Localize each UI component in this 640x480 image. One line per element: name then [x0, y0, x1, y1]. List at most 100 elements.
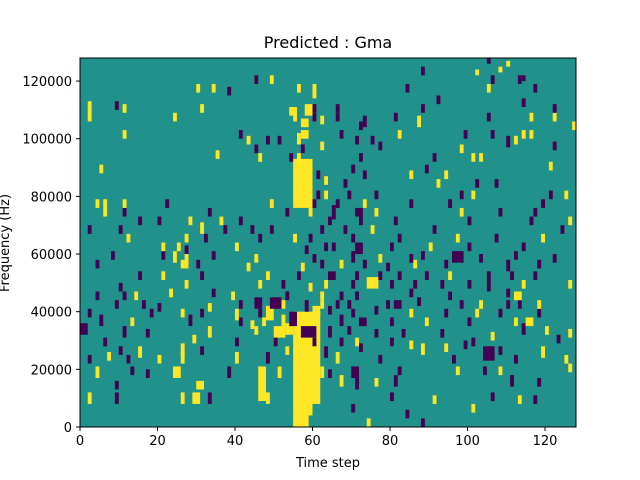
heatmap-cell	[297, 153, 301, 162]
heatmap-cell	[300, 118, 309, 128]
heatmap-cell	[339, 291, 344, 301]
heatmap-cell	[479, 254, 484, 263]
heatmap-cell	[467, 216, 472, 226]
heatmap-cell	[455, 366, 460, 376]
heatmap-cell	[335, 112, 340, 122]
heatmap-cell	[362, 259, 367, 269]
heatmap-cell	[514, 251, 518, 260]
heatmap-cell	[568, 363, 573, 373]
heatmap-cell	[455, 233, 460, 243]
heatmap-cell	[246, 135, 251, 145]
heatmap-cell	[254, 254, 259, 263]
heatmap-cell	[266, 135, 270, 145]
heatmap-cell	[130, 366, 135, 376]
heatmap-cell	[285, 346, 290, 355]
heatmap-cell	[238, 300, 243, 309]
heatmap-cell	[157, 216, 162, 226]
heatmap-cell	[161, 271, 166, 280]
heatmap-cell	[331, 242, 336, 252]
heatmap-cell	[145, 328, 150, 338]
y-tick-label: 120000	[22, 75, 72, 90]
y-axis-label: Frequency (Hz)	[0, 194, 13, 292]
heatmap-cell	[545, 326, 549, 335]
heatmap-cell	[262, 317, 267, 327]
heatmap-cell	[335, 104, 340, 113]
heatmap-cell	[312, 337, 317, 347]
heatmap-cell	[145, 369, 150, 378]
heatmap-cell	[498, 366, 503, 376]
heatmap-cell	[390, 242, 394, 252]
heatmap-cell	[196, 83, 201, 93]
heatmap-cell	[421, 418, 425, 427]
heatmap-cell	[95, 199, 100, 208]
chart-title: Predicted : Gma	[264, 33, 392, 52]
heatmap-cell	[269, 75, 274, 84]
heatmap-cell	[312, 199, 317, 208]
heatmap-cell	[328, 271, 336, 280]
x-tick-label: 100	[455, 434, 480, 449]
heatmap-cell	[432, 153, 437, 162]
heatmap-cell	[521, 130, 526, 139]
heatmap-cell	[533, 395, 538, 404]
heatmap-cell	[312, 112, 317, 122]
heatmap-cell	[359, 343, 363, 353]
heatmap-cell	[424, 164, 429, 174]
heatmap-cell	[351, 233, 356, 243]
heatmap-cell	[331, 205, 336, 220]
heatmap-cell	[374, 207, 379, 217]
y-tick-label: 20000	[31, 363, 72, 378]
heatmap-cell	[95, 366, 100, 378]
heatmap-cell	[339, 375, 344, 387]
heatmap-cell	[316, 190, 321, 200]
heatmap-cell	[335, 352, 340, 364]
heatmap-cell	[417, 115, 422, 128]
heatmap-cell	[541, 233, 546, 243]
heatmap-cell	[246, 262, 251, 272]
heatmap-cell	[366, 418, 371, 427]
heatmap-cell	[448, 291, 453, 301]
heatmap-cell	[188, 314, 193, 327]
heatmap-cell	[444, 308, 449, 318]
heatmap-cell	[297, 132, 301, 145]
heatmap-cell	[362, 115, 367, 128]
heatmap-cell	[204, 233, 208, 243]
heatmap-cell	[390, 279, 394, 289]
heatmap-cell	[80, 323, 88, 335]
heatmap-cell	[355, 337, 360, 347]
heatmap-cell	[312, 104, 317, 113]
heatmap-cell	[114, 392, 119, 404]
heatmap-cell	[494, 233, 499, 243]
heatmap-cell	[254, 75, 259, 84]
heatmap-cell	[273, 326, 286, 338]
heatmap-cell	[413, 259, 418, 269]
heatmap-cell	[184, 251, 189, 263]
heatmap-cell	[215, 150, 220, 159]
heatmap-cell	[564, 354, 569, 364]
heatmap-cell	[258, 153, 263, 162]
heatmap-cell	[467, 242, 472, 252]
heatmap-cell	[514, 291, 522, 301]
heatmap-cell	[293, 311, 313, 416]
heatmap-cell	[533, 83, 538, 93]
heatmap-cell	[440, 279, 445, 289]
heatmap-cell	[173, 251, 177, 263]
heatmap-cell	[297, 83, 301, 93]
heatmap-cell	[118, 346, 123, 355]
heatmap-cell	[134, 291, 139, 301]
heatmap-cell	[506, 135, 511, 148]
heatmap-cell	[359, 216, 363, 226]
heatmap-cell	[529, 130, 534, 139]
heatmap-cell	[370, 225, 375, 234]
heatmap-cell	[351, 366, 359, 378]
heatmap-cell	[475, 308, 480, 318]
heatmap-cell	[87, 308, 92, 318]
heatmap-cell	[173, 366, 181, 378]
heatmap-cell	[374, 190, 379, 200]
heatmap-cell	[180, 308, 185, 318]
heatmap-cell	[397, 271, 402, 280]
heatmap-cell	[459, 144, 464, 154]
y-tick-label: 80000	[31, 190, 72, 205]
heatmap-cell	[541, 346, 546, 358]
heatmap-cell	[506, 259, 511, 272]
heatmap-cell	[328, 305, 332, 315]
